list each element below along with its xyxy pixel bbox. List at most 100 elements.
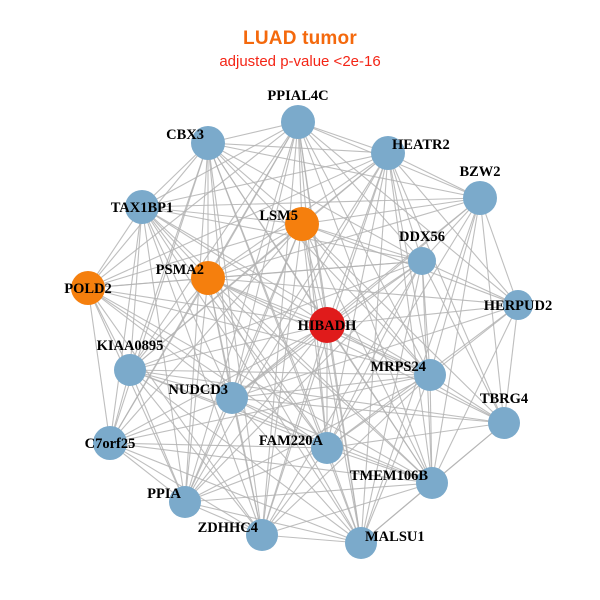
network-node[interactable]: MALSU1 [345,527,425,559]
network-edge [326,447,433,484]
node-circle-tmem106b[interactable] [416,467,448,499]
network-edge [109,442,433,484]
network-node[interactable]: HERPUD2 [484,290,552,320]
network-node[interactable]: FAM220A [259,432,343,464]
node-circle-zdhhc4[interactable] [246,519,278,551]
node-circle-fam220a[interactable] [311,432,343,464]
node-circle-pold2[interactable] [71,271,105,305]
network-edge [184,324,328,503]
node-label-ppial4c: PPIAL4C [267,88,328,104]
network-node[interactable]: MRPS24 [370,359,446,391]
network-edge [231,397,328,449]
network-edge [141,152,389,208]
network-edge [109,442,362,544]
network-edge [129,142,209,371]
network-edge [231,197,481,399]
node-label-tax1bp1: TAX1BP1 [111,200,174,216]
network-edge [141,121,299,208]
network-edge [129,223,303,371]
network-edge [87,277,209,289]
network-edge [141,206,328,449]
network-edge [109,277,209,444]
node-circle-malsu1[interactable] [345,527,377,559]
node-circle-mrps24[interactable] [414,359,446,391]
network-node[interactable]: C7orf25 [85,426,136,460]
node-circle-ppial4c[interactable] [281,105,315,139]
network-edge [207,223,303,279]
network-node[interactable]: PPIAL4C [267,88,329,139]
node-circle-ddx56[interactable] [408,247,436,275]
network-edge [301,223,433,484]
node-label-cbx3: CBX3 [166,127,204,143]
network-node[interactable]: TMEM106B [350,467,448,499]
network-edge [297,121,423,262]
network-edge [261,534,362,544]
network-node[interactable]: HIBADH [298,307,358,343]
node-label-lsm5: LSM5 [259,208,298,224]
network-edge [326,304,519,326]
network-edge [301,223,362,544]
node-circle-lsm5[interactable] [285,207,319,241]
network-edge [129,369,186,503]
network-edge [109,374,431,444]
network-edge [387,152,519,306]
network-edge [503,304,519,424]
network-edge [301,223,505,424]
node-circle-heatr2[interactable] [371,136,405,170]
network-edge [231,121,299,399]
network-node[interactable]: ZDHHC4 [198,519,278,551]
network-edge [141,206,303,225]
node-circle-kiaa0895[interactable] [114,354,146,386]
node-circle-tax1bp1[interactable] [125,190,159,224]
node-label-nudcd3: NUDCD3 [168,382,228,398]
node-label-herpud2: HERPUD2 [484,298,552,314]
network-edge [326,197,481,449]
network-edge [184,152,389,503]
network-edge [129,369,433,484]
network-edge [261,447,328,536]
node-circle-hibadh[interactable] [309,307,345,343]
chart-subtitle: adjusted p-value <2e-16 [219,53,381,70]
network-node[interactable]: LSM5 [259,207,319,241]
network-node[interactable]: DDX56 [399,229,445,275]
node-circle-bzw2[interactable] [463,181,497,215]
network-edge [387,152,423,262]
node-label-malsu1: MALSU1 [365,529,425,545]
network-edge [429,374,433,484]
network-edge [326,152,389,326]
network-edge [141,197,481,208]
network-node[interactable]: HEATR2 [371,136,450,170]
network-node[interactable]: TBRG4 [480,391,528,439]
network-edge [479,197,519,306]
network-node[interactable]: KIAA0895 [97,338,164,386]
network-node[interactable]: PPIA [147,486,201,518]
node-circle-cbx3[interactable] [191,126,225,160]
network-edge [184,397,233,503]
network-node[interactable]: TAX1BP1 [111,190,174,224]
network-edge [87,287,328,326]
network-node[interactable]: NUDCD3 [168,382,248,414]
network-node[interactable]: BZW2 [459,164,501,215]
network-edge [207,142,303,225]
network-edge [207,142,389,154]
network-edge [231,397,362,544]
node-circle-tbrg4[interactable] [488,407,520,439]
network-node[interactable]: CBX3 [166,126,225,160]
node-label-tmem106b: TMEM106B [350,468,428,484]
network-edge [207,277,519,306]
network-node[interactable]: POLD2 [64,271,112,305]
network-edge [129,121,299,371]
network-edge [387,152,505,424]
node-circle-psma2[interactable] [191,261,225,295]
network-edge [184,482,433,503]
node-circle-ppia[interactable] [169,486,201,518]
network-node[interactable]: PSMA2 [156,261,225,295]
network-edge [429,197,481,376]
node-circle-herpud2[interactable] [503,290,533,320]
network-edge [129,277,209,371]
node-circle-nudcd3[interactable] [216,382,248,414]
network-edge [301,197,481,225]
network-edge [129,369,431,376]
node-circle-c7orf25[interactable] [93,426,127,460]
